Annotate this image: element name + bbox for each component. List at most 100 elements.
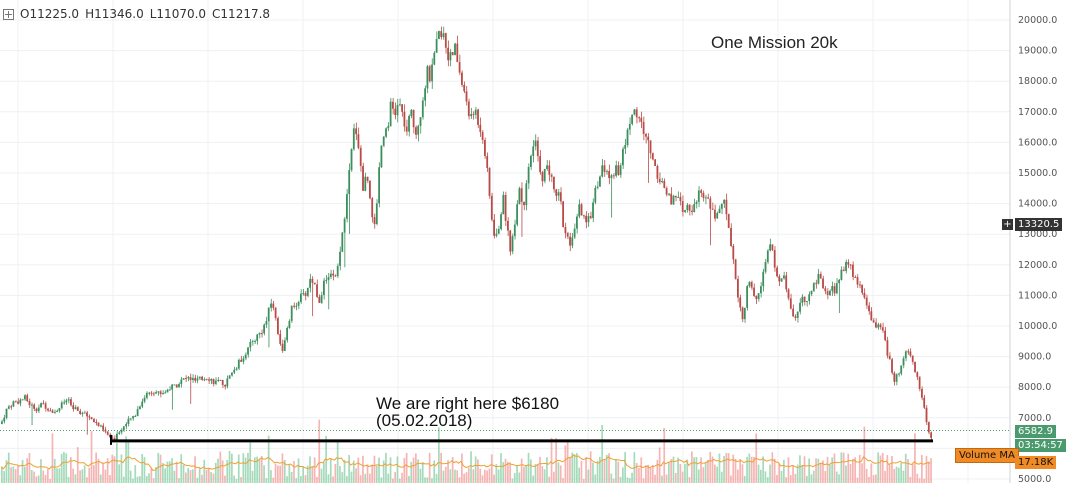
volume-bar [842, 452, 845, 483]
volume-bar [907, 459, 909, 483]
volume-bar [17, 465, 19, 483]
volume-bar [520, 458, 523, 483]
volume-bar [651, 464, 654, 483]
candle-body [387, 125, 390, 129]
volume-bar [212, 473, 215, 483]
volume-bar [346, 476, 348, 483]
volume-bar [550, 437, 553, 483]
candle-body [907, 351, 909, 353]
volume-bar [925, 456, 928, 483]
candle-body [293, 305, 295, 307]
candle-body [155, 392, 157, 394]
volume-bar [840, 452, 843, 483]
candle-body [304, 293, 307, 296]
volume-bar [419, 468, 422, 483]
candle-body [481, 132, 484, 141]
volume-bar [785, 477, 787, 483]
volume-bar [796, 464, 799, 483]
candle-body [776, 267, 778, 277]
candle-body [891, 359, 893, 373]
volume-bar [417, 459, 419, 483]
candle-body [265, 321, 268, 325]
volume-bar [861, 463, 863, 483]
candle-body [925, 407, 928, 423]
volume-bar [668, 462, 670, 483]
candle-body [426, 66, 429, 89]
candle-body [267, 307, 270, 322]
candle-body [371, 198, 374, 218]
candle-body [28, 401, 31, 406]
candle-body [700, 190, 702, 193]
candle-body [624, 144, 627, 149]
candle-body [596, 186, 599, 188]
candle-body [651, 153, 654, 160]
volume-bar [672, 456, 675, 483]
volume-bar [382, 460, 385, 483]
volume-bar [180, 454, 183, 483]
volume-bar [214, 462, 217, 483]
candle-body [178, 384, 180, 388]
volume-bar [847, 453, 850, 483]
volume-bar [868, 476, 870, 483]
chart-annotation-title: One Mission 20k [711, 33, 838, 52]
candle-body [424, 88, 426, 101]
volume-bar [451, 456, 454, 483]
candle-body [695, 202, 698, 204]
volume-bar [300, 476, 302, 483]
candle-body [357, 134, 360, 148]
volume-bar [79, 470, 81, 483]
crosshair-plus-icon[interactable]: + [1002, 219, 1013, 230]
candle-body [888, 355, 891, 360]
volume-bar [693, 457, 695, 483]
candle-body [727, 214, 730, 228]
candle-body [760, 286, 762, 294]
volume-bar [129, 470, 132, 483]
candle-body [898, 373, 900, 375]
candle-body [428, 66, 431, 82]
volume-bar [293, 460, 295, 483]
candle-body [210, 378, 213, 381]
candle-body [214, 380, 217, 384]
candle-body [182, 378, 185, 380]
candle-body [525, 183, 528, 206]
volume-bar [891, 455, 893, 483]
candle-body [829, 290, 831, 296]
volume-bar [479, 468, 482, 483]
candle-body [51, 410, 54, 413]
volume-bar [670, 459, 672, 483]
expand-icon[interactable] [3, 8, 14, 20]
volume-bar [116, 443, 118, 483]
candle-body [171, 384, 173, 390]
candle-body [810, 290, 813, 295]
candle-body [389, 101, 392, 126]
volume-bar [546, 457, 548, 483]
candle-body [12, 401, 15, 407]
volume-bar [592, 462, 594, 483]
candle-body [21, 399, 24, 401]
candle-body [842, 269, 845, 271]
volume-bar [47, 469, 49, 483]
candle-body [668, 193, 670, 195]
note-line-2: (05.02.2018) [376, 411, 473, 430]
candle-body [449, 52, 452, 61]
volume-bar [295, 478, 298, 483]
candle-body [76, 407, 79, 411]
candle-body [474, 109, 477, 115]
volume-bar [113, 456, 116, 483]
candle-body [734, 259, 737, 279]
candle-body [139, 406, 141, 410]
note-line-1: We are right here $6180 [376, 394, 560, 413]
volume-bar [189, 470, 192, 483]
candle-body [233, 369, 236, 373]
candle-body [311, 278, 314, 283]
candle-body [601, 165, 604, 177]
volume-bar [148, 473, 150, 483]
volume-bar [235, 478, 238, 483]
candle-body [150, 392, 153, 394]
candle-body [90, 417, 93, 420]
candle-body [670, 193, 673, 205]
candle-body [479, 124, 482, 133]
candle-body [247, 347, 249, 355]
